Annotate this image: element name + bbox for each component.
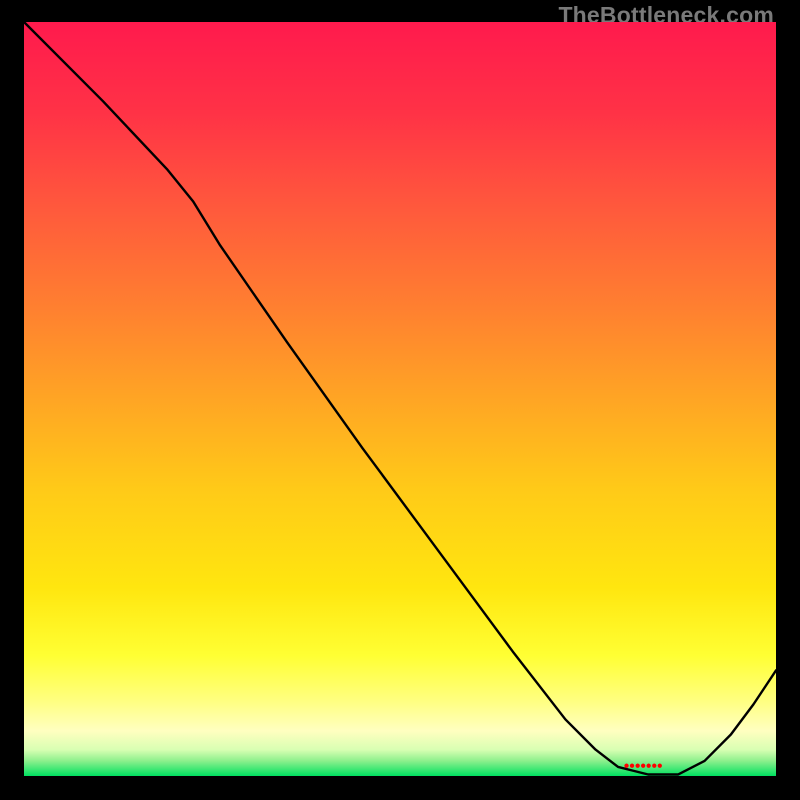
optimal-zone-marker: ●●●●●●●: [624, 761, 663, 772]
performance-curve: [24, 22, 776, 774]
chart-curve-layer: [24, 22, 776, 776]
page-canvas: TheBottleneck.com ●●●●●●●: [0, 0, 800, 800]
bottleneck-chart: ●●●●●●●: [24, 22, 776, 776]
